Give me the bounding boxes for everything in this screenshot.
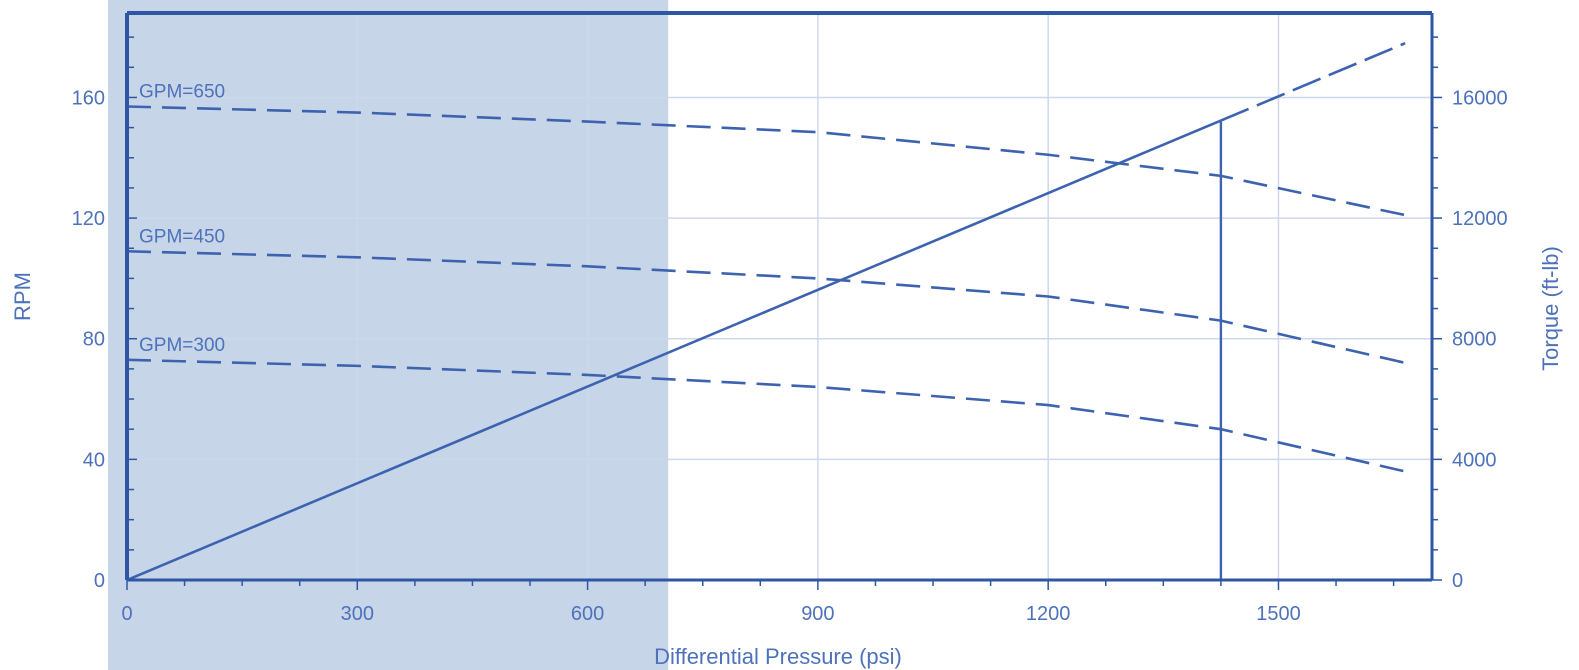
series-labels: GPM=650 GPM=450 GPM=300 <box>139 81 225 355</box>
grid <box>127 13 1432 580</box>
y2-tick-label: 4000 <box>1452 449 1497 471</box>
y-tick-label: 160 <box>72 87 105 109</box>
y-axis-title: RPM <box>10 272 35 321</box>
y2-tick-label: 16000 <box>1452 87 1508 109</box>
series-group <box>126 41 1406 582</box>
x-tick-label: 300 <box>341 603 374 625</box>
axes <box>125 11 1442 590</box>
x-tick-label: 1200 <box>1026 603 1071 625</box>
shaded-region <box>108 0 669 670</box>
x-tick-label: 1500 <box>1256 603 1301 625</box>
y2-axis-title: Torque (ft-lb) <box>1538 246 1563 371</box>
y2-tick-label: 12000 <box>1452 208 1508 230</box>
y-tick-label: 40 <box>83 449 105 471</box>
y2-tick-label: 8000 <box>1452 329 1497 351</box>
torque-line-extension <box>1220 41 1406 122</box>
x-tick-label: 900 <box>801 603 834 625</box>
series-label: GPM=650 <box>139 81 225 102</box>
y2-tick-label: 0 <box>1452 570 1463 592</box>
y-tick-label: 120 <box>72 208 105 230</box>
x-tick-label: 600 <box>571 603 604 625</box>
y-tick-label: 80 <box>83 329 105 351</box>
series-label: GPM=300 <box>139 335 225 356</box>
x-tick-label: 0 <box>121 603 132 625</box>
y-tick-label: 0 <box>94 570 105 592</box>
x-axis-title: Differential Pressure (psi) <box>654 644 902 669</box>
tick-labels: 0 300 600 900 1200 1500 0 40 80 120 160 0 4000 8000 12… <box>72 87 1508 625</box>
torque-line <box>126 119 1222 582</box>
series-label: GPM=450 <box>139 226 225 247</box>
